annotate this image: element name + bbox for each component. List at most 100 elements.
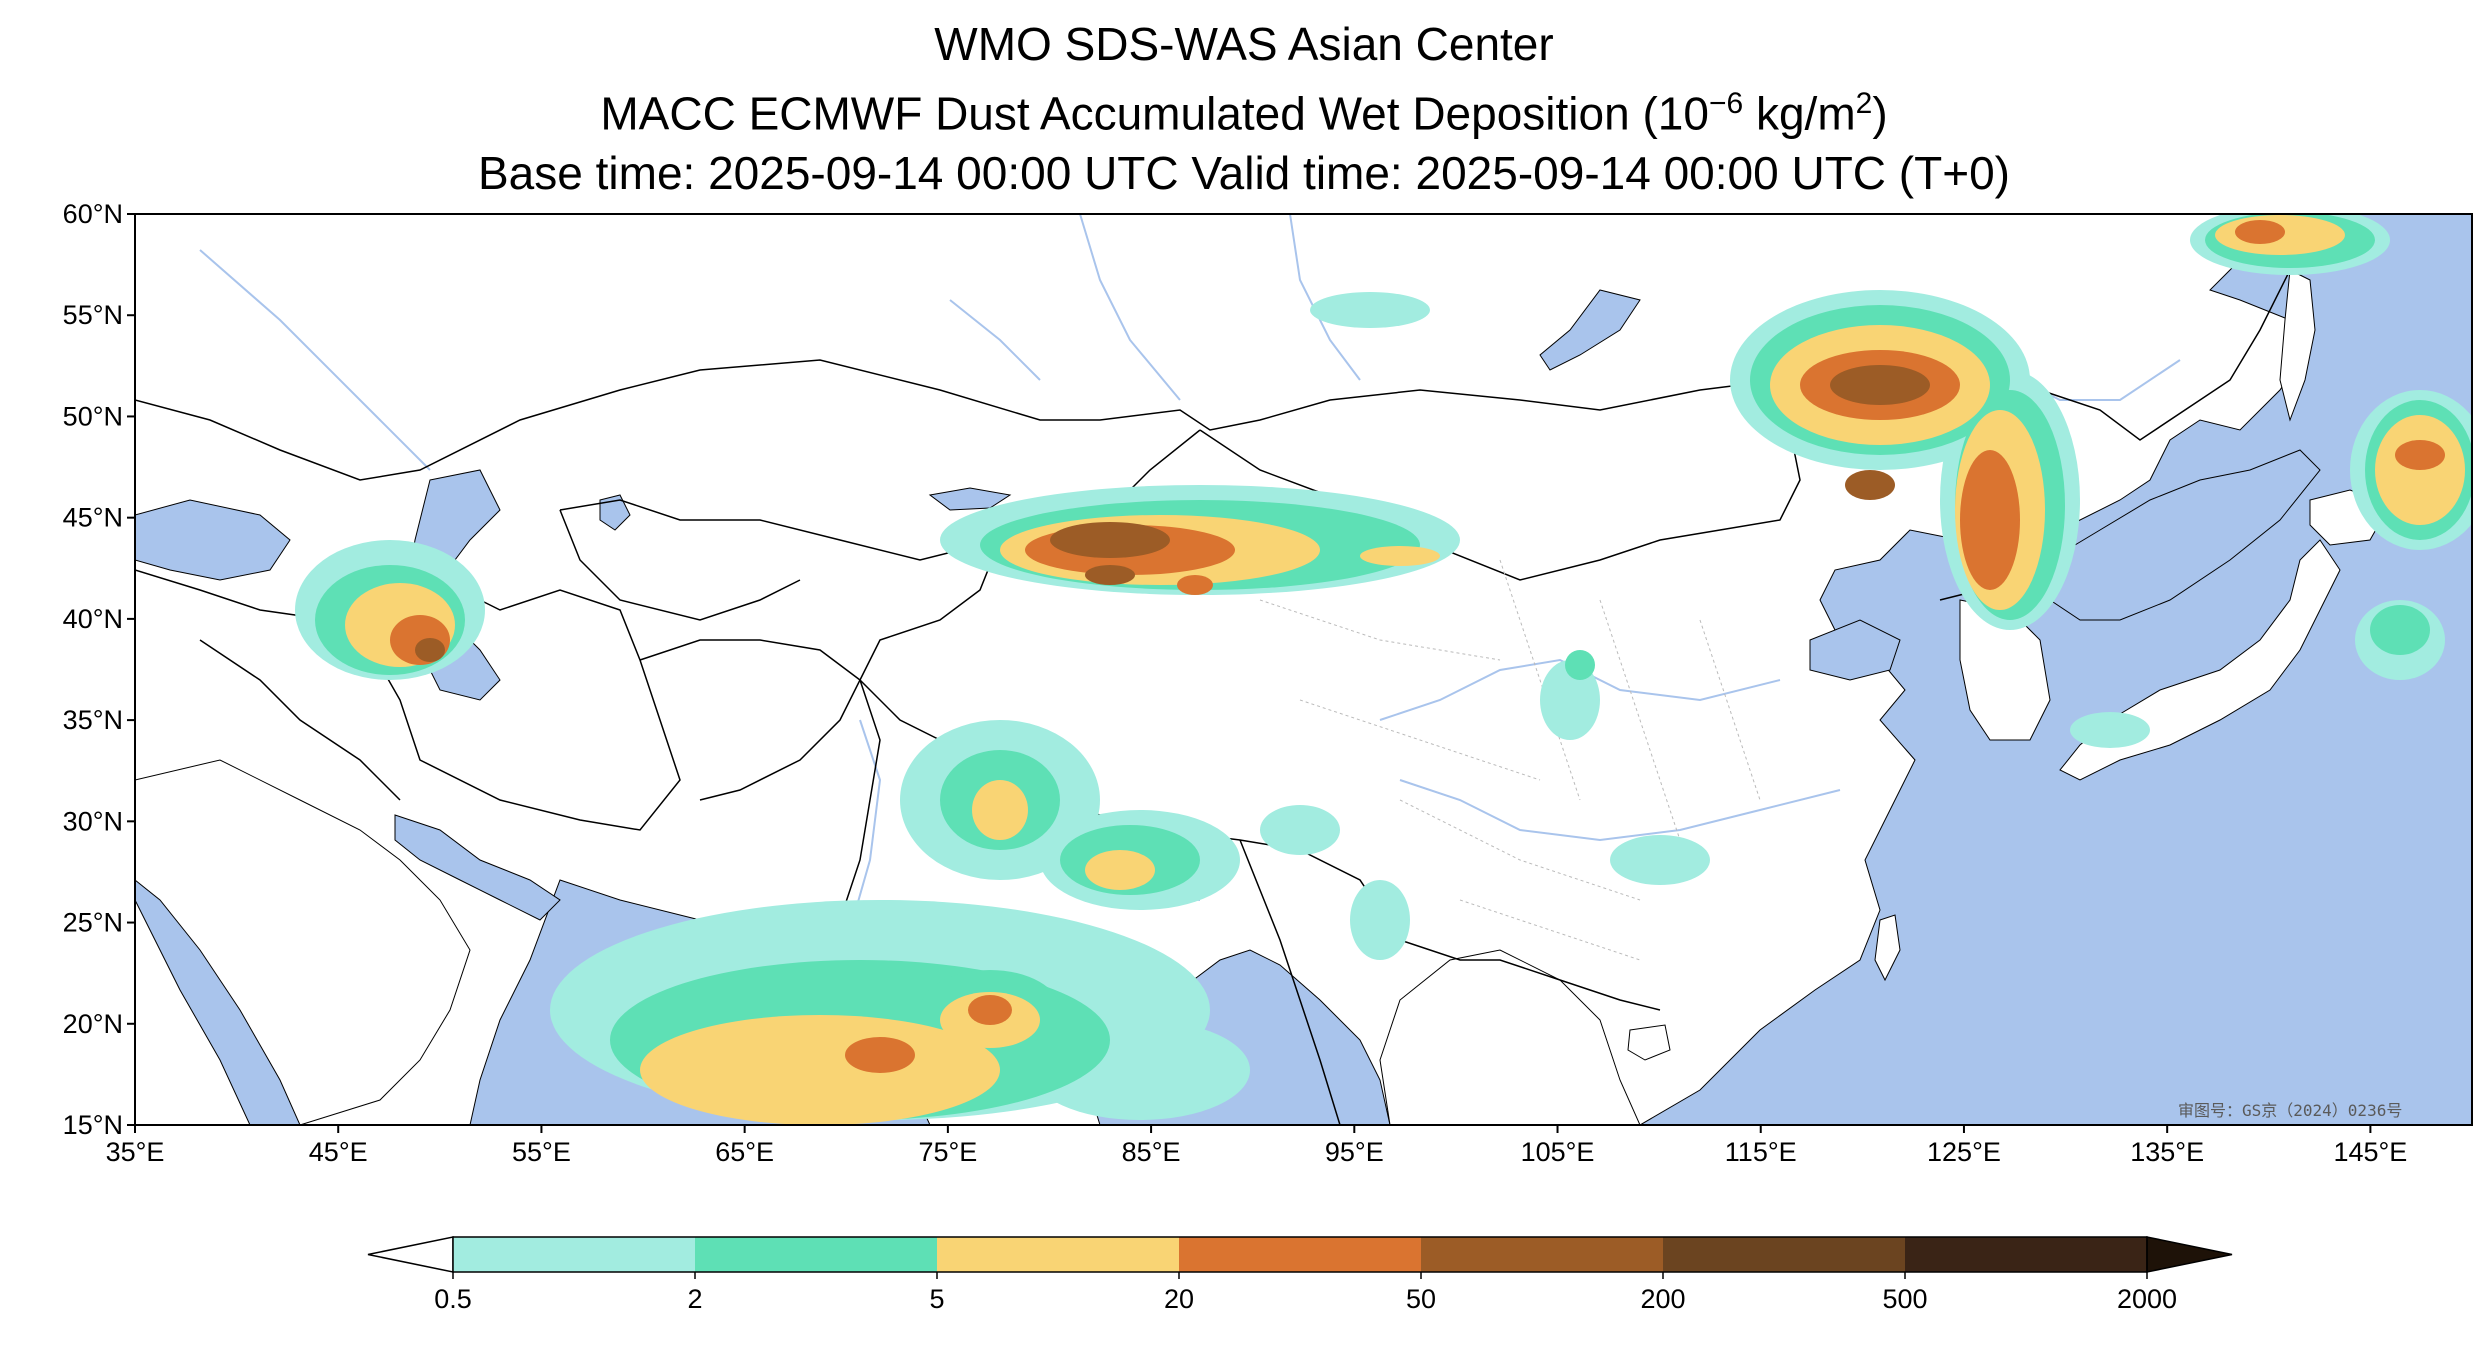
- title-unit: kg/m: [1743, 87, 1856, 140]
- dust-blob: [1085, 850, 1155, 890]
- dust-blob: [1050, 522, 1170, 558]
- dust-blob: [1565, 650, 1595, 680]
- colorbar-label: 20: [1164, 1284, 1194, 1314]
- aral-sea: [599, 494, 631, 531]
- x-tick-label: 115°E: [1725, 1137, 1797, 1167]
- colorbar-over-arrow: [2146, 1236, 2233, 1273]
- dust-blob: [640, 1015, 1000, 1125]
- map-layer: [135, 214, 2472, 1125]
- border-china-south: [1399, 939, 1661, 1011]
- taiwan: [1874, 914, 1901, 982]
- colorbar-label: 5: [929, 1284, 944, 1314]
- colorbar-segment: [937, 1237, 1179, 1272]
- dust-blob: [845, 1037, 915, 1073]
- dust-blob: [1260, 805, 1340, 855]
- border-myanmar: [1239, 839, 1341, 1125]
- dust-contours: [295, 214, 2472, 1125]
- y-tick-label: 20°N: [63, 1009, 123, 1039]
- y-tick-label: 60°N: [63, 199, 123, 229]
- river-indus: [849, 719, 882, 931]
- title-line-1: WMO SDS-WAS Asian Center: [934, 18, 1554, 70]
- title-exponent-2: 2: [1855, 87, 1873, 120]
- dust-blob: [1350, 880, 1410, 960]
- x-tick-label: 65°E: [715, 1137, 774, 1167]
- colorbar-label: 2: [687, 1284, 702, 1314]
- province-line-2: [1299, 699, 1541, 781]
- y-tick-label: 15°N: [63, 1110, 123, 1140]
- dust-blob: [1845, 470, 1895, 500]
- x-tick-label: 55°E: [512, 1137, 571, 1167]
- x-tick-label: 95°E: [1325, 1137, 1384, 1167]
- black-sea: [135, 499, 291, 581]
- province-line-6: [1699, 619, 1761, 801]
- x-tick-label: 125°E: [1927, 1137, 2001, 1167]
- dust-blob: [2395, 440, 2445, 470]
- lake-balkhash: [928, 487, 1012, 511]
- dust-blob: [2370, 605, 2430, 655]
- dust-blob: [2235, 220, 2285, 244]
- x-tick-label: 105°E: [1521, 1137, 1595, 1167]
- dust-blob: [968, 995, 1012, 1025]
- sakhalin: [2279, 269, 2316, 422]
- border-iran: [329, 559, 681, 831]
- colorbar-segment: [695, 1237, 937, 1272]
- japan-sea: [2049, 449, 2321, 621]
- colorbar-label: 50: [1406, 1284, 1436, 1314]
- y-tick-label: 30°N: [63, 806, 123, 836]
- colorbar: 0.5 2 5 20 50 200 500 2000: [367, 1236, 2233, 1314]
- x-tick-label: 145°E: [2333, 1137, 2407, 1167]
- dust-blob: [415, 638, 445, 662]
- colorbar-frame: [452, 1236, 2148, 1273]
- hainan: [1627, 1024, 1671, 1061]
- province-line-4: [1599, 599, 1681, 841]
- title-line-2-suffix: ): [1872, 87, 1888, 140]
- x-tick-label: 45°E: [309, 1137, 368, 1167]
- dust-blob: [2070, 712, 2150, 748]
- lake-baikal: [1539, 289, 1641, 371]
- province-line-5: [1399, 799, 1641, 901]
- dust-blob: [1830, 365, 1930, 405]
- border-afghanistan: [639, 639, 861, 801]
- map-frame: [134, 213, 2473, 1126]
- colorbar-segment: [1421, 1237, 1663, 1272]
- border-iraq-saudi: [199, 639, 401, 801]
- colorbar-label: 2000: [2117, 1284, 2177, 1314]
- dust-blob: [1960, 450, 2020, 590]
- arabian-peninsula: [135, 759, 471, 1125]
- province-line-1: [1259, 599, 1501, 661]
- river-irtysh: [949, 299, 1041, 381]
- x-axis-ticks: 35°E 45°E 55°E 65°E 75°E 85°E 95°E 105°E 115°E 12…: [106, 1125, 2407, 1167]
- colorbar-segment: [1179, 1237, 1421, 1272]
- x-tick-label: 135°E: [2130, 1137, 2204, 1167]
- river-ob: [1079, 214, 1181, 401]
- y-tick-label: 50°N: [63, 401, 123, 431]
- colorbar-label: 500: [1882, 1284, 1927, 1314]
- y-axis-ticks: 60°N 55°N 50°N 45°N 40°N 35°N 30°N 25°N 20°N 15°N: [63, 199, 135, 1140]
- river-volga: [199, 249, 431, 471]
- title-exponent: −6: [1708, 87, 1744, 120]
- colorbar-label: 0.5: [434, 1284, 472, 1314]
- river-yellow: [1379, 658, 1781, 721]
- colorbar-label: 200: [1640, 1284, 1685, 1314]
- colorbar-under-arrow: [367, 1236, 454, 1273]
- dust-blob: [1177, 575, 1213, 595]
- dust-level-4: [415, 365, 1930, 662]
- border-russia-south: [135, 269, 2291, 481]
- indochina: [1379, 949, 1641, 1125]
- dust-blob: [972, 780, 1028, 840]
- province-line-7: [1459, 899, 1641, 961]
- colorbar-segment: [453, 1237, 695, 1272]
- title-block: WMO SDS-WAS Asian Center MACC ECMWF Dust…: [0, 14, 2488, 203]
- y-tick-label: 25°N: [63, 908, 123, 938]
- x-tick-label: 35°E: [106, 1137, 165, 1167]
- persian-gulf: [394, 814, 561, 921]
- map-approval-watermark: 审图号：GS京（2024）0236号: [2178, 1101, 2403, 1120]
- title-line-3: Base time: 2025-09-14 00:00 UTC Valid ti…: [478, 147, 2010, 200]
- river-yangtze: [1399, 779, 1841, 842]
- y-tick-label: 35°N: [63, 705, 123, 735]
- border-uzbek-turkmen: [559, 509, 801, 621]
- province-line-3: [1499, 559, 1581, 801]
- dust-blob: [1085, 565, 1135, 585]
- y-tick-label: 55°N: [63, 300, 123, 330]
